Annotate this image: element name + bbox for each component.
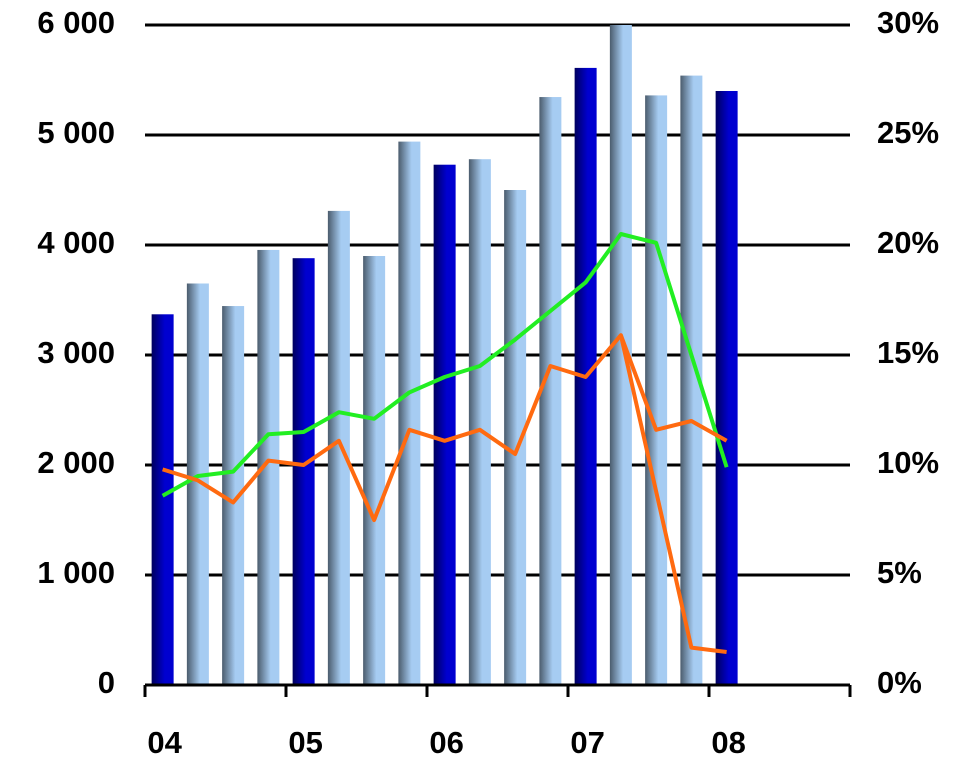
y2-tick-label: 0% — [877, 665, 922, 700]
x-tick-label: 04 — [147, 725, 182, 759]
y-tick-label: 5 000 — [37, 115, 115, 150]
bar — [468, 159, 491, 685]
x-tick-label: 07 — [570, 725, 604, 759]
bar — [398, 141, 421, 686]
y-tick-label: 4 000 — [37, 225, 115, 260]
bar — [327, 210, 350, 685]
line — [162, 333, 728, 522]
bar — [151, 314, 174, 685]
y2-tick-label: 25% — [877, 115, 939, 150]
y2-tick-label: 20% — [877, 225, 939, 260]
x-tick-label: 08 — [711, 725, 745, 759]
y-tick-label: 2 000 — [37, 445, 115, 480]
bar — [680, 75, 703, 686]
y-tick-label: 1 000 — [37, 555, 115, 590]
bar — [257, 249, 280, 685]
y2-tick-label: 5% — [877, 555, 922, 590]
y2-tick-label: 10% — [877, 445, 939, 480]
line — [161, 232, 729, 498]
y2-tick-label: 15% — [877, 335, 939, 370]
bar — [609, 25, 632, 685]
bar — [504, 190, 527, 685]
bar — [539, 97, 562, 686]
y-tick-label: 6 000 — [37, 5, 115, 40]
bar — [292, 258, 315, 685]
bar — [715, 91, 738, 685]
bar — [363, 256, 386, 685]
line — [618, 334, 727, 654]
bar — [433, 164, 456, 685]
y2-tick-label: 30% — [877, 5, 939, 40]
bar — [645, 95, 668, 685]
x-tick-label: 05 — [288, 725, 322, 759]
bar — [186, 283, 209, 685]
y-tick-label: 3 000 — [37, 335, 115, 370]
x-tick-label: 06 — [429, 725, 463, 759]
y-tick-label: 0 — [98, 665, 115, 700]
bar — [222, 306, 245, 685]
